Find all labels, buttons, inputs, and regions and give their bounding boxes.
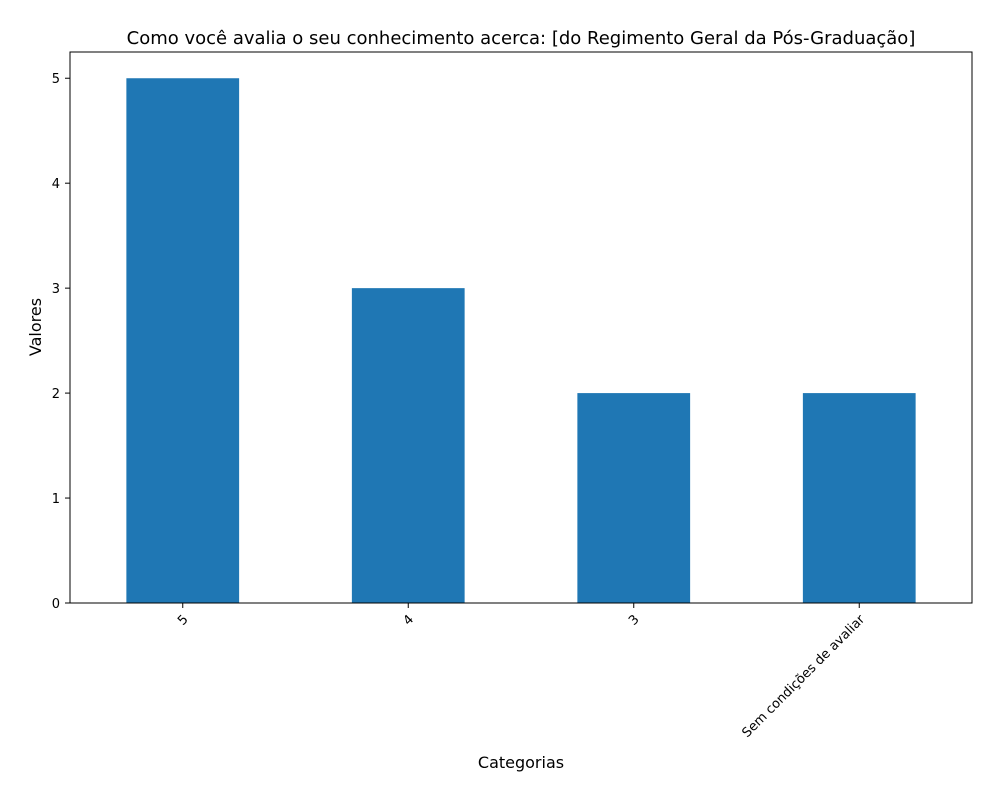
y-axis-ticks: 0 1 2 3 4 5	[52, 72, 70, 612]
y-axis-label: Valores	[26, 298, 45, 356]
bar-0	[126, 78, 240, 603]
bar-1	[351, 288, 465, 603]
x-tick-label: 4	[401, 612, 417, 628]
x-tick-label: Sem condições de avaliar	[740, 612, 869, 741]
chart-title: Como você avalia o seu conhecimento acer…	[127, 28, 916, 49]
y-tick-label: 1	[52, 492, 60, 507]
x-tick-label: 5	[175, 612, 191, 628]
x-axis-ticks: 5 4 3 Sem condições de avaliar	[175, 603, 869, 741]
y-tick-label: 3	[52, 282, 60, 297]
bar-3	[802, 393, 916, 603]
y-tick-label: 5	[52, 72, 60, 87]
x-axis-label: Categorias	[478, 753, 564, 772]
bar-2	[577, 393, 691, 603]
x-tick-label: 3	[626, 612, 642, 628]
plot-frame	[69, 51, 973, 604]
bars-group	[126, 78, 916, 603]
y-tick-label: 2	[52, 387, 60, 402]
y-tick-label: 4	[52, 177, 60, 192]
y-tick-label: 0	[52, 597, 60, 612]
